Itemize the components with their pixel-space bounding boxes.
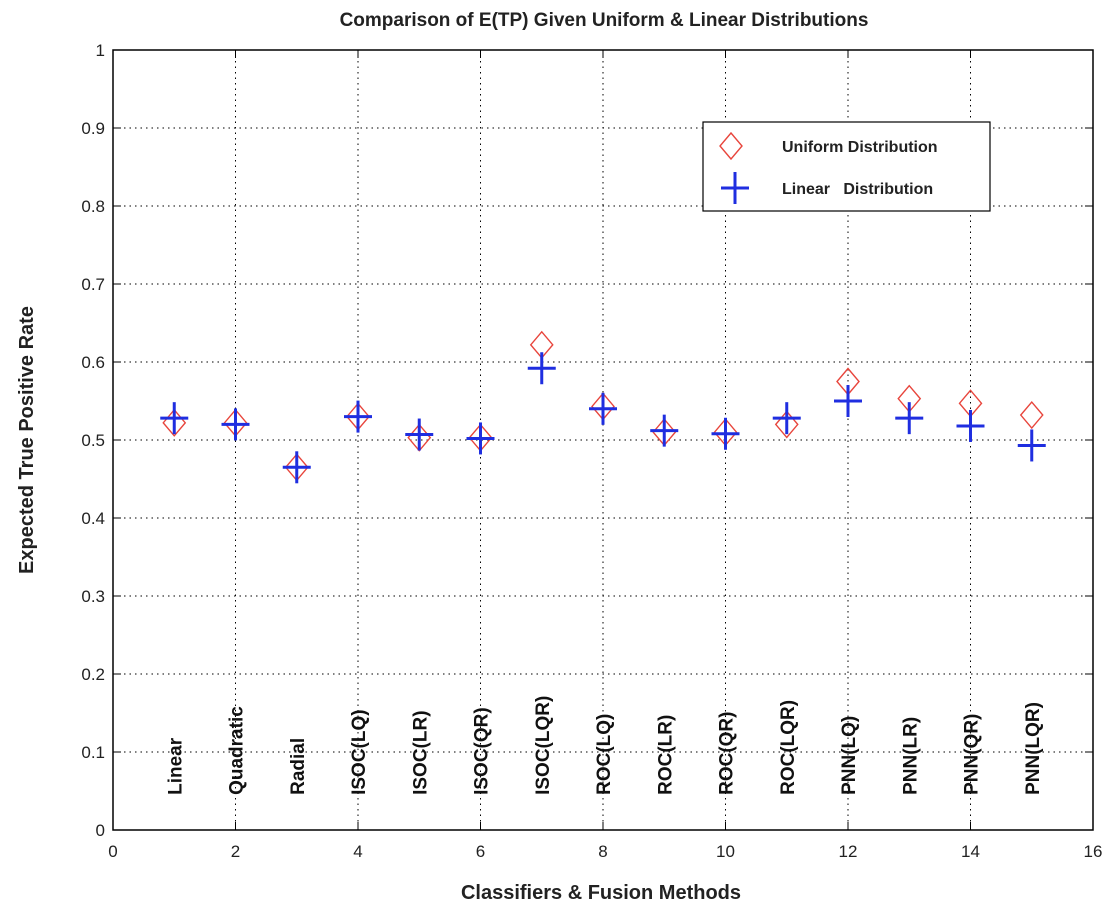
category-label: ROC(LQ) bbox=[594, 714, 615, 795]
y-tick-label: 0.3 bbox=[81, 587, 105, 606]
category-label: Radial bbox=[288, 738, 309, 795]
data-marks bbox=[160, 330, 1046, 484]
category-label: PNN(LQ) bbox=[839, 716, 860, 795]
axis-ticks: 0 2 4 6 8 10 12 14 16 0 0.1 0.2 0.3 0.4 0.5 0.6 0.7 0.8 0.… bbox=[81, 41, 1102, 861]
category-label: ISOC(LQR) bbox=[533, 696, 554, 795]
linear-distribution-point bbox=[589, 392, 617, 425]
legend: Uniform Distribution Linear Distribution bbox=[702, 121, 991, 212]
y-tick-label: 1 bbox=[96, 41, 105, 60]
linear-distribution-point bbox=[721, 172, 749, 204]
category-label: PNN(LQR) bbox=[1023, 702, 1044, 795]
category-label: ISOC(LR) bbox=[410, 710, 431, 794]
legend-box bbox=[702, 121, 991, 212]
x-tick-label: 14 bbox=[961, 842, 980, 861]
category-label: ROC(QR) bbox=[717, 712, 738, 795]
y-tick-label: 0.6 bbox=[81, 353, 105, 372]
category-labels: Linear Quadratic Radial ISOC(LQ) ISOC(LR) ISO… bbox=[165, 696, 1044, 795]
y-tick-label: 0.2 bbox=[81, 665, 105, 684]
linear-distribution-point bbox=[466, 422, 495, 455]
x-axis-label: Classifiers & Fusion Methods bbox=[461, 882, 741, 904]
uniform-distribution-point bbox=[1019, 400, 1044, 430]
linear-distribution-point bbox=[344, 400, 372, 433]
category-label: ROC(LR) bbox=[655, 715, 676, 795]
x-tick-label: 8 bbox=[598, 842, 607, 861]
uniform-distribution-point bbox=[719, 131, 743, 161]
y-axis-label: Expected True Positive Rate bbox=[16, 306, 38, 574]
category-label: ROC(LQR) bbox=[778, 700, 799, 795]
linear-distribution-point bbox=[221, 408, 250, 441]
y-tick-label: 0.8 bbox=[81, 197, 105, 216]
x-tick-label: 6 bbox=[476, 842, 485, 861]
y-tick-label: 0.4 bbox=[81, 509, 105, 528]
linear-distribution-point bbox=[956, 409, 985, 442]
linear-distribution-point bbox=[772, 402, 801, 435]
y-tick-label: 0 bbox=[96, 821, 105, 840]
uniform-distribution-point bbox=[774, 410, 799, 439]
y-tick-label: 0.5 bbox=[81, 431, 105, 450]
linear-distribution-point bbox=[282, 451, 311, 484]
category-label: Quadratic bbox=[227, 706, 248, 795]
linear-distribution-point bbox=[160, 402, 189, 435]
linear-distribution-point bbox=[711, 417, 740, 450]
category-label: ISOC(QR) bbox=[472, 707, 493, 795]
category-label: PNN(QR) bbox=[962, 714, 983, 795]
legend-label: Uniform Distribution bbox=[782, 139, 938, 156]
legend-label: Linear Distribution bbox=[782, 181, 933, 198]
x-tick-label: 2 bbox=[231, 842, 240, 861]
category-label: ISOC(LQ) bbox=[349, 709, 370, 795]
linear-distribution-point bbox=[895, 402, 924, 435]
category-label: Linear bbox=[165, 737, 186, 795]
category-label: PNN(LR) bbox=[900, 717, 921, 795]
y-tick-label: 0.9 bbox=[81, 119, 105, 138]
x-tick-label: 4 bbox=[353, 842, 362, 861]
y-tick-label: 0.1 bbox=[81, 743, 105, 762]
x-tick-label: 10 bbox=[716, 842, 735, 861]
x-tick-label: 0 bbox=[108, 842, 117, 861]
x-tick-label: 12 bbox=[839, 842, 858, 861]
series-plus bbox=[160, 352, 1046, 484]
linear-distribution-point bbox=[527, 352, 556, 385]
y-tick-label: 0.7 bbox=[81, 275, 105, 294]
linear-distribution-point bbox=[1017, 429, 1046, 462]
linear-distribution-point bbox=[650, 414, 679, 447]
linear-distribution-point bbox=[405, 418, 434, 451]
x-tick-label: 16 bbox=[1084, 842, 1103, 861]
chart-title: Comparison of E(TP) Given Uniform & Line… bbox=[340, 10, 869, 31]
linear-distribution-point bbox=[834, 385, 862, 417]
grid bbox=[113, 50, 1093, 830]
